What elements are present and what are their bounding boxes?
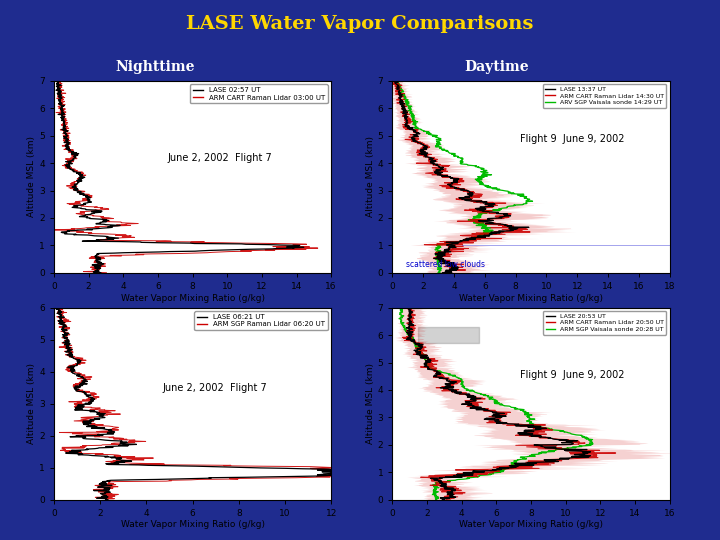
- Y-axis label: Altitude MSL (km): Altitude MSL (km): [366, 137, 375, 217]
- X-axis label: Water Vapor Mixing Ratio (g/kg): Water Vapor Mixing Ratio (g/kg): [459, 294, 603, 302]
- Text: Nighttime: Nighttime: [115, 60, 194, 75]
- Y-axis label: Altitude MSL (km): Altitude MSL (km): [27, 137, 37, 217]
- Y-axis label: Altitude MSL (km): Altitude MSL (km): [27, 363, 37, 444]
- Legend: LASE 20:53 UT, ARM CART Raman Lidar 20:50 UT, ARM SGP Vaisala sonde 20:28 UT: LASE 20:53 UT, ARM CART Raman Lidar 20:5…: [543, 311, 667, 335]
- Y-axis label: Altitude MSL (km): Altitude MSL (km): [366, 363, 375, 444]
- Legend: LASE 13:37 UT, ARM CART Raman Lidar 14:30 UT, ARV SGP Vaisala sonde 14:29 UT: LASE 13:37 UT, ARM CART Raman Lidar 14:3…: [543, 84, 667, 108]
- Text: June 2, 2002  Flight 7: June 2, 2002 Flight 7: [168, 153, 273, 163]
- Text: Flight 9  June 9, 2002: Flight 9 June 9, 2002: [521, 370, 625, 380]
- X-axis label: Water Vapor Mixing Ratio (g/kg): Water Vapor Mixing Ratio (g/kg): [459, 521, 603, 529]
- Text: LASE Water Vapor Comparisons: LASE Water Vapor Comparisons: [186, 15, 534, 33]
- Text: Flight 9  June 9, 2002: Flight 9 June 9, 2002: [521, 133, 625, 144]
- Text: Daytime: Daytime: [464, 60, 529, 75]
- Text: scattered low clouds: scattered low clouds: [406, 260, 485, 269]
- Legend: LASE 02:57 UT, ARM CART Raman Lidar 03:00 UT: LASE 02:57 UT, ARM CART Raman Lidar 03:0…: [190, 84, 328, 104]
- X-axis label: Water Vapor Mixing Ratio (g/kg): Water Vapor Mixing Ratio (g/kg): [121, 294, 265, 302]
- Text: June 2, 2002  Flight 7: June 2, 2002 Flight 7: [163, 383, 267, 393]
- Legend: LASE 06:21 UT, ARM SGP Raman Lidar 06:20 UT: LASE 06:21 UT, ARM SGP Raman Lidar 06:20…: [194, 311, 328, 330]
- X-axis label: Water Vapor Mixing Ratio (g/kg): Water Vapor Mixing Ratio (g/kg): [121, 521, 265, 529]
